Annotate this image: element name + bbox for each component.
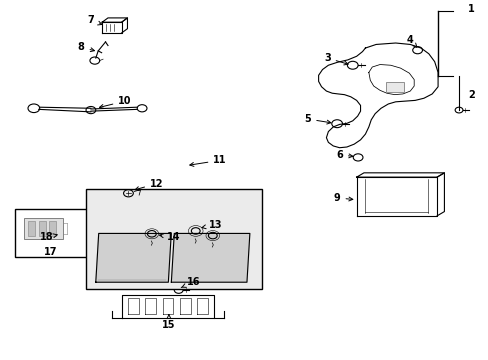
Text: 7: 7	[87, 15, 102, 26]
Text: 2: 2	[467, 90, 474, 99]
Text: 13: 13	[202, 220, 222, 230]
Text: 10: 10	[100, 96, 131, 108]
Text: 3: 3	[324, 53, 347, 65]
Bar	[49, 221, 56, 235]
Bar	[24, 218, 63, 239]
Text: 5: 5	[304, 114, 330, 124]
Text: 1: 1	[467, 4, 474, 14]
Bar	[86, 189, 261, 289]
Text: 18: 18	[40, 232, 57, 242]
Polygon shape	[96, 233, 171, 282]
Text: 16: 16	[181, 277, 200, 288]
Text: 6: 6	[336, 150, 352, 160]
Polygon shape	[171, 233, 249, 282]
Bar	[39, 221, 45, 235]
Bar	[28, 221, 35, 235]
Bar	[15, 209, 87, 257]
Text: 8: 8	[78, 42, 94, 52]
Text: 12: 12	[135, 179, 163, 190]
Text: 11: 11	[189, 155, 226, 166]
Text: 15: 15	[162, 314, 175, 330]
Text: 17: 17	[44, 247, 58, 257]
Bar	[385, 82, 404, 92]
Text: 4: 4	[406, 35, 416, 47]
Text: 14: 14	[159, 232, 180, 242]
Text: 9: 9	[333, 193, 352, 203]
